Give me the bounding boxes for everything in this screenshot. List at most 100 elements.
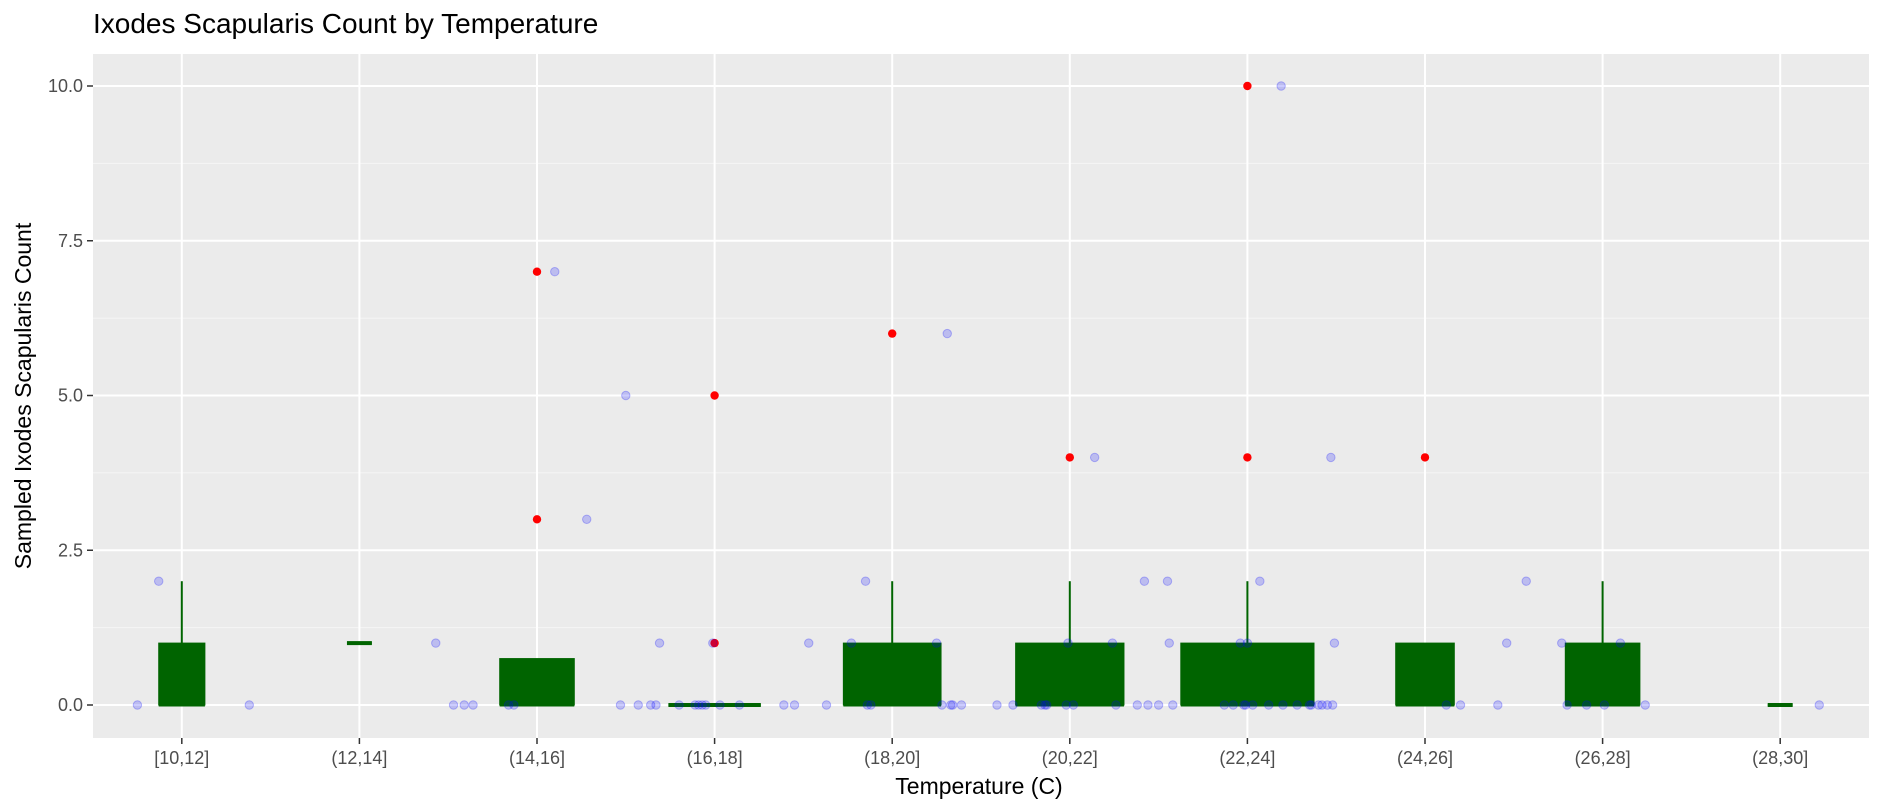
jitter-point xyxy=(1139,576,1150,586)
jitter-point xyxy=(860,576,871,586)
jitter-point xyxy=(1042,700,1052,710)
jitter-point xyxy=(821,700,832,710)
jitter-point xyxy=(1455,700,1466,710)
x-tick-label: (16,18] xyxy=(687,748,743,768)
jitter-point xyxy=(1562,700,1572,710)
jitter-point xyxy=(779,700,789,710)
jitter-point xyxy=(1493,700,1503,710)
jitter-point xyxy=(1228,700,1238,710)
jitter-point xyxy=(947,700,958,710)
outlier-point xyxy=(1065,453,1075,462)
x-axis-title: Temperature (C) xyxy=(895,773,1062,799)
outlier-point xyxy=(710,638,719,648)
jitter-point xyxy=(1521,576,1531,586)
jitter-point xyxy=(1162,576,1173,586)
box-(22,24] xyxy=(1180,642,1315,706)
jitter-point xyxy=(1557,638,1567,648)
jitter-point xyxy=(621,390,631,401)
jitter-point xyxy=(1329,638,1340,648)
jitter-point xyxy=(690,700,700,710)
jitter-point xyxy=(1068,700,1079,710)
x-tick-label: (22,24] xyxy=(1219,748,1275,768)
jitter-point xyxy=(448,700,459,710)
outlier-point xyxy=(1243,453,1252,462)
jitter-point xyxy=(992,700,1002,710)
y-axis-title: Sampled Ixodes Scapularis Count xyxy=(10,222,36,569)
jitter-point xyxy=(1255,576,1265,586)
outlier-point xyxy=(710,391,719,400)
jitter-point xyxy=(1441,700,1452,710)
jitter-point xyxy=(708,638,718,648)
x-tick-label: (14,16] xyxy=(509,748,565,768)
box-(18,20] xyxy=(842,642,942,706)
axes: 0.0 2.5 5.0 7.5 10.0 [10,12] (12,14] (14,16] (16… xyxy=(48,76,1808,768)
jitter-point xyxy=(693,700,704,710)
jitter-point xyxy=(1168,700,1178,710)
jitter-point xyxy=(697,700,707,710)
box-(14,16] xyxy=(499,658,575,706)
jitter-point xyxy=(1276,81,1286,91)
jitter-point xyxy=(1153,700,1164,710)
jitter-point xyxy=(956,700,967,710)
jitter-point xyxy=(1063,638,1073,648)
x-tick-label: [10,12] xyxy=(154,748,209,768)
jitter-point xyxy=(1304,700,1315,710)
jitter-point xyxy=(1164,638,1174,648)
jitter-point xyxy=(1640,700,1650,710)
jitter-point xyxy=(154,576,164,586)
jitter-point xyxy=(866,700,876,710)
jitter-point xyxy=(1248,700,1258,710)
jitter-point xyxy=(804,638,814,648)
x-tick-label: (28,30] xyxy=(1752,748,1808,768)
jitter-point xyxy=(1132,700,1142,710)
x-tick-label: (26,28] xyxy=(1575,748,1631,768)
jitter-point xyxy=(715,700,725,710)
jitter-point xyxy=(1322,700,1333,710)
jitter-point xyxy=(1219,700,1230,710)
jitter-point xyxy=(1036,700,1047,710)
jitter-point xyxy=(1008,700,1018,710)
x-tick-label: (20,22] xyxy=(1042,748,1098,768)
outliers xyxy=(532,81,1430,648)
jitter-point xyxy=(1240,700,1251,710)
jitter-point xyxy=(1061,700,1071,710)
jitter-point xyxy=(846,638,857,648)
x-tick-label: (18,20] xyxy=(864,748,920,768)
jitter-point xyxy=(509,700,519,710)
jitter-point xyxy=(582,514,592,524)
jitter-point xyxy=(1501,638,1512,648)
jitter-point xyxy=(1615,638,1626,648)
jitter-point xyxy=(651,700,661,710)
jitter-point xyxy=(1107,638,1118,648)
y-tick-label: 2.5 xyxy=(58,540,83,560)
jitter-point xyxy=(674,700,684,710)
jitter-point xyxy=(1264,700,1274,710)
outlier-point xyxy=(1420,453,1430,462)
jitter-point xyxy=(1292,700,1302,710)
jitter-point xyxy=(645,700,656,710)
jitter-point xyxy=(946,700,956,710)
jitter-point xyxy=(550,267,560,277)
jitter-point xyxy=(734,700,745,710)
outlier-point xyxy=(532,267,542,276)
box-(20,22] xyxy=(1015,642,1125,706)
x-tick-label: (24,26] xyxy=(1397,748,1453,768)
jitter-point xyxy=(937,700,947,710)
x-tick-label: (12,14] xyxy=(331,748,387,768)
jitter-point xyxy=(1089,452,1100,463)
jitter-point xyxy=(789,700,800,710)
jitter-point xyxy=(244,700,254,710)
jitter-point xyxy=(1040,700,1050,710)
box-(26,28] xyxy=(1564,642,1641,706)
jitter-point xyxy=(459,700,469,710)
box-[10,12] xyxy=(158,642,206,706)
jitter-point xyxy=(1326,452,1336,463)
jitter-point xyxy=(1317,700,1327,710)
jitter-point xyxy=(503,700,514,710)
jitter-point xyxy=(654,638,665,648)
jitter-point xyxy=(615,700,626,710)
y-tick-label: 0.0 xyxy=(58,695,83,715)
jitter-point xyxy=(1306,700,1317,710)
jitter-point xyxy=(862,700,873,710)
